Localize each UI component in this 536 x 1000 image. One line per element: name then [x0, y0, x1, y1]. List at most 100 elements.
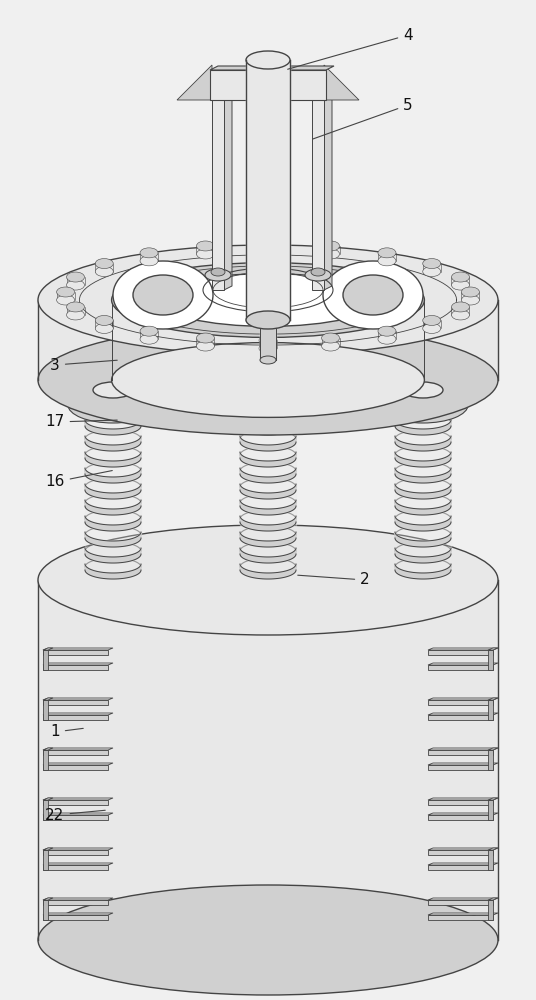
Polygon shape: [488, 800, 493, 820]
Ellipse shape: [133, 275, 193, 315]
Ellipse shape: [311, 268, 325, 276]
Polygon shape: [428, 848, 498, 850]
Text: 1: 1: [50, 724, 83, 740]
Text: 5: 5: [312, 98, 413, 139]
Ellipse shape: [38, 885, 498, 995]
Ellipse shape: [113, 261, 213, 329]
Polygon shape: [212, 100, 224, 290]
Polygon shape: [43, 665, 108, 670]
Ellipse shape: [378, 256, 396, 266]
Polygon shape: [240, 516, 296, 531]
Polygon shape: [428, 665, 493, 670]
Ellipse shape: [343, 275, 403, 315]
Ellipse shape: [68, 387, 158, 423]
Polygon shape: [428, 763, 498, 765]
Polygon shape: [488, 698, 498, 700]
Ellipse shape: [461, 295, 479, 305]
Polygon shape: [428, 850, 493, 855]
Ellipse shape: [248, 382, 288, 398]
Polygon shape: [85, 468, 141, 483]
Polygon shape: [488, 748, 498, 750]
Ellipse shape: [378, 374, 468, 410]
Polygon shape: [43, 648, 53, 650]
Polygon shape: [43, 900, 48, 920]
Ellipse shape: [305, 269, 331, 281]
Polygon shape: [324, 65, 359, 100]
Text: 4: 4: [288, 27, 413, 69]
Ellipse shape: [197, 333, 214, 343]
Ellipse shape: [451, 310, 470, 320]
Polygon shape: [240, 564, 296, 579]
Polygon shape: [85, 516, 141, 531]
Text: 22: 22: [46, 808, 105, 822]
Polygon shape: [428, 750, 493, 755]
Ellipse shape: [57, 287, 75, 297]
Ellipse shape: [322, 333, 339, 343]
Polygon shape: [240, 548, 296, 563]
Polygon shape: [43, 898, 53, 900]
Ellipse shape: [246, 311, 290, 329]
Polygon shape: [428, 865, 493, 870]
Polygon shape: [240, 420, 296, 435]
Ellipse shape: [197, 249, 214, 259]
Polygon shape: [395, 516, 451, 531]
Ellipse shape: [451, 272, 470, 282]
Ellipse shape: [140, 326, 158, 336]
Polygon shape: [85, 548, 141, 563]
Ellipse shape: [95, 267, 113, 277]
Polygon shape: [43, 715, 108, 720]
Polygon shape: [43, 650, 108, 655]
Ellipse shape: [461, 287, 479, 297]
Ellipse shape: [95, 315, 113, 325]
Polygon shape: [43, 748, 113, 750]
Polygon shape: [43, 663, 113, 665]
Ellipse shape: [81, 379, 145, 405]
Polygon shape: [395, 484, 451, 499]
Ellipse shape: [197, 241, 214, 251]
Ellipse shape: [93, 382, 133, 398]
Polygon shape: [43, 698, 53, 700]
Polygon shape: [488, 648, 498, 650]
Polygon shape: [85, 420, 141, 435]
Ellipse shape: [111, 263, 425, 337]
Ellipse shape: [223, 374, 313, 410]
Polygon shape: [43, 915, 108, 920]
Polygon shape: [43, 763, 113, 765]
Polygon shape: [43, 913, 113, 915]
Ellipse shape: [140, 248, 158, 258]
Ellipse shape: [259, 239, 277, 249]
Text: 3: 3: [50, 358, 117, 372]
Polygon shape: [43, 813, 113, 815]
Polygon shape: [43, 900, 108, 905]
Ellipse shape: [378, 387, 468, 423]
Polygon shape: [395, 564, 451, 579]
Polygon shape: [43, 850, 48, 870]
Polygon shape: [428, 663, 498, 665]
Ellipse shape: [236, 379, 300, 405]
Text: 2: 2: [298, 572, 370, 587]
Ellipse shape: [140, 256, 158, 266]
Polygon shape: [43, 698, 113, 700]
Polygon shape: [488, 798, 498, 800]
Ellipse shape: [378, 248, 396, 258]
Polygon shape: [43, 863, 113, 865]
Ellipse shape: [223, 387, 313, 423]
Polygon shape: [428, 863, 498, 865]
Ellipse shape: [211, 268, 225, 276]
Ellipse shape: [378, 326, 396, 336]
Polygon shape: [428, 913, 498, 915]
Polygon shape: [43, 713, 113, 715]
Ellipse shape: [322, 341, 339, 351]
Ellipse shape: [246, 51, 290, 69]
Polygon shape: [85, 484, 141, 499]
Polygon shape: [428, 898, 498, 900]
Ellipse shape: [158, 274, 378, 326]
Polygon shape: [85, 532, 141, 547]
Polygon shape: [428, 813, 498, 815]
Polygon shape: [312, 100, 324, 290]
Ellipse shape: [95, 323, 113, 333]
Polygon shape: [43, 748, 53, 750]
Ellipse shape: [423, 315, 441, 325]
Polygon shape: [43, 848, 53, 850]
Ellipse shape: [38, 245, 498, 355]
